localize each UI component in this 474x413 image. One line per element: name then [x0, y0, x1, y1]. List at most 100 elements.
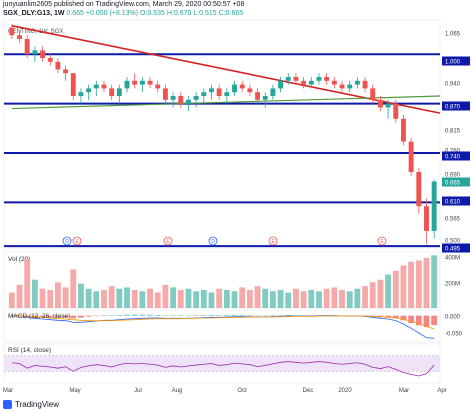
- macd-histogram-bar: [78, 315, 84, 318]
- volume-bar: [54, 282, 61, 308]
- candle-body: [132, 80, 138, 85]
- candle-body: [255, 92, 261, 100]
- candle-body: [201, 92, 207, 96]
- volume-bar: [277, 290, 284, 308]
- volume-bar: [193, 291, 200, 308]
- macd-histogram-bar: [431, 315, 438, 325]
- candle-body: [431, 181, 437, 231]
- symbol-info: SGX_DLY:G13, 1W 0.665 +0.050 (+8.13%) O:…: [3, 10, 243, 17]
- price-axis-highlight: [442, 196, 470, 206]
- candle-body: [308, 80, 314, 85]
- event-marker: [62, 236, 72, 246]
- candle-body: [40, 50, 46, 58]
- macd-histogram-bar: [208, 315, 215, 316]
- event-marker: [208, 236, 218, 246]
- volume-bar: [346, 291, 353, 308]
- candle-body: [239, 84, 245, 89]
- candle-body: [147, 80, 153, 85]
- volume-bar: [400, 265, 407, 308]
- macd-histogram-bar: [93, 315, 100, 317]
- time-axis-label: Apr: [437, 388, 446, 394]
- volume-bar: [116, 288, 123, 308]
- macd-histogram-bar: [216, 315, 223, 316]
- candle-body: [9, 27, 15, 36]
- time-axis-label: Mar: [399, 388, 409, 394]
- volume-bar: [62, 287, 69, 308]
- candle-body: [93, 84, 99, 89]
- volume-bar: [308, 290, 315, 308]
- volume-bar: [101, 290, 107, 308]
- volume-bar: [147, 288, 153, 308]
- macd-histogram-bar: [62, 315, 69, 318]
- volume-bar: [385, 274, 392, 308]
- candle-body: [78, 92, 84, 96]
- event-marker: [268, 236, 278, 246]
- candle-body: [209, 88, 214, 93]
- candle-body: [270, 88, 276, 96]
- macd-histogram-bar: [423, 315, 430, 327]
- price-axis-label: 0.565: [445, 217, 461, 223]
- candle-body: [116, 88, 122, 96]
- macd-histogram-bar: [185, 315, 192, 317]
- volume-bar: [208, 292, 215, 308]
- candle-body: [354, 80, 360, 85]
- volume-bar: [131, 290, 138, 308]
- price-axis-label: 0.740: [445, 155, 461, 161]
- candle-body: [101, 84, 107, 89]
- macd-histogram-bar: [101, 315, 107, 316]
- candle-body: [185, 99, 191, 104]
- macd-histogram-bar: [415, 315, 422, 326]
- price-axis-label: 0.870: [445, 105, 461, 111]
- candle-body: [86, 88, 92, 93]
- volume-bar: [162, 284, 169, 308]
- volume-bar: [354, 288, 361, 308]
- volume-bar: [431, 255, 438, 308]
- volume-bar: [362, 286, 368, 308]
- footer-brand: TradingView: [15, 400, 60, 409]
- rsi-line: [11, 361, 435, 377]
- event-marker: [163, 236, 173, 246]
- candle-body: [216, 88, 222, 96]
- macd-histogram-bar: [285, 315, 292, 316]
- macd-histogram-bar: [239, 315, 246, 316]
- candle-body: [109, 88, 115, 96]
- volume-bar: [239, 287, 246, 308]
- event-marker: [72, 236, 82, 246]
- volume-bar: [108, 286, 115, 308]
- macd-histogram-bar: [269, 315, 276, 316]
- macd-histogram-bar: [200, 315, 207, 316]
- price-axis-highlight: [442, 243, 470, 253]
- macd-histogram-bar: [262, 315, 269, 317]
- event-marker-label: E: [271, 239, 275, 245]
- signal-line: [11, 315, 435, 330]
- macd-histogram-bar: [400, 315, 407, 321]
- volume-bar: [200, 290, 207, 308]
- event-marker-label: D: [65, 239, 69, 245]
- volume-bar: [16, 284, 23, 308]
- price-axis-label: 0.815: [445, 129, 461, 135]
- volume-bar: [24, 259, 31, 308]
- price-axis-highlight: [442, 177, 470, 187]
- price-axis-highlight: [442, 56, 470, 66]
- macd-histogram-bar: [300, 315, 307, 316]
- event-marker-label: E: [380, 239, 384, 245]
- volume-bar: [139, 291, 146, 308]
- macd-histogram-bar: [408, 315, 415, 323]
- macd-histogram-bar: [385, 315, 392, 318]
- macd-histogram-bar: [147, 314, 153, 316]
- price-axis-highlight: [442, 101, 470, 111]
- macd-histogram-bar: [170, 315, 177, 316]
- candle-body: [416, 172, 422, 207]
- price-axis-label: 0.940: [445, 82, 461, 88]
- candle-body: [370, 88, 376, 100]
- volume-bar: [408, 261, 415, 308]
- volume-axis-label: 400M: [445, 256, 460, 262]
- volume-bar: [185, 288, 192, 308]
- macd-histogram-bar: [254, 315, 261, 317]
- volume-bar: [85, 288, 92, 308]
- tradingview-footer[interactable]: TradingView: [3, 400, 59, 409]
- candle-body: [32, 50, 38, 55]
- time-axis-label: Dec: [303, 388, 314, 394]
- volume-bar: [124, 287, 130, 308]
